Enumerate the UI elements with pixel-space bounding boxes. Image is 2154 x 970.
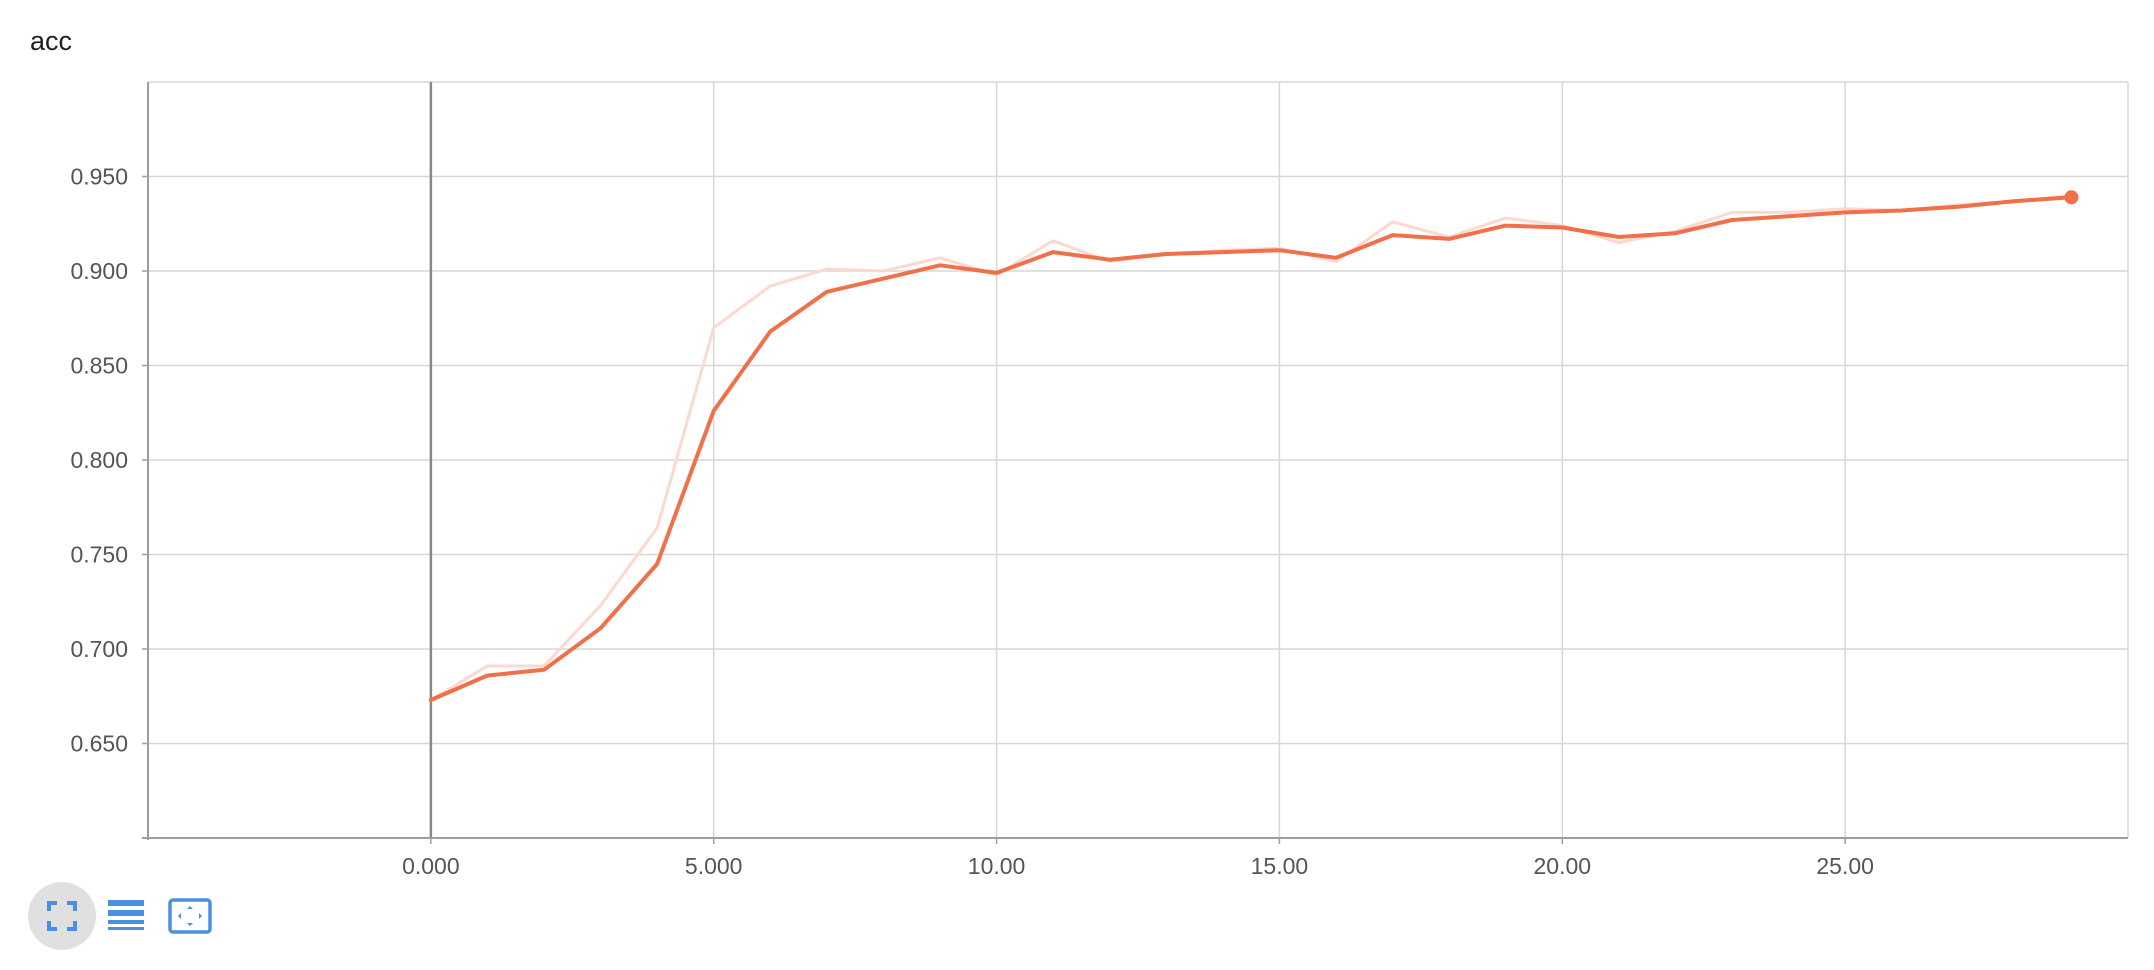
y-tick-label: 0.700 [70, 636, 128, 662]
y-tick-label: 0.800 [70, 447, 128, 473]
x-tick-label: 15.00 [1251, 853, 1309, 879]
log-scale-button[interactable] [92, 882, 160, 950]
expand-chart-icon [168, 898, 212, 934]
log-scale-icon [108, 900, 144, 930]
y-tick-label: 0.950 [70, 164, 128, 190]
chart-title: acc [30, 26, 73, 56]
y-tick-label: 0.900 [70, 258, 128, 284]
x-tick-label: 25.00 [1816, 853, 1874, 879]
expand-chart-button[interactable] [156, 882, 224, 950]
series-end-point [2064, 190, 2079, 205]
x-tick-label: 5.000 [685, 853, 743, 879]
y-tick-label: 0.650 [70, 731, 128, 757]
y-tick-label: 0.850 [70, 353, 128, 379]
y-tick-label: 0.750 [70, 542, 128, 568]
x-tick-label: 20.00 [1534, 853, 1592, 879]
fit-domain-icon [47, 901, 77, 931]
accuracy-line-chart: 0.650 0.700 0.750 0.800 0.850 0.900 0.950 0.000… [70, 81, 2129, 879]
fit-domain-button[interactable] [28, 882, 96, 950]
x-tick-label: 10.00 [968, 853, 1026, 879]
x-tick-label: 0.000 [402, 853, 460, 879]
series-line-smoothed [428, 195, 2074, 702]
